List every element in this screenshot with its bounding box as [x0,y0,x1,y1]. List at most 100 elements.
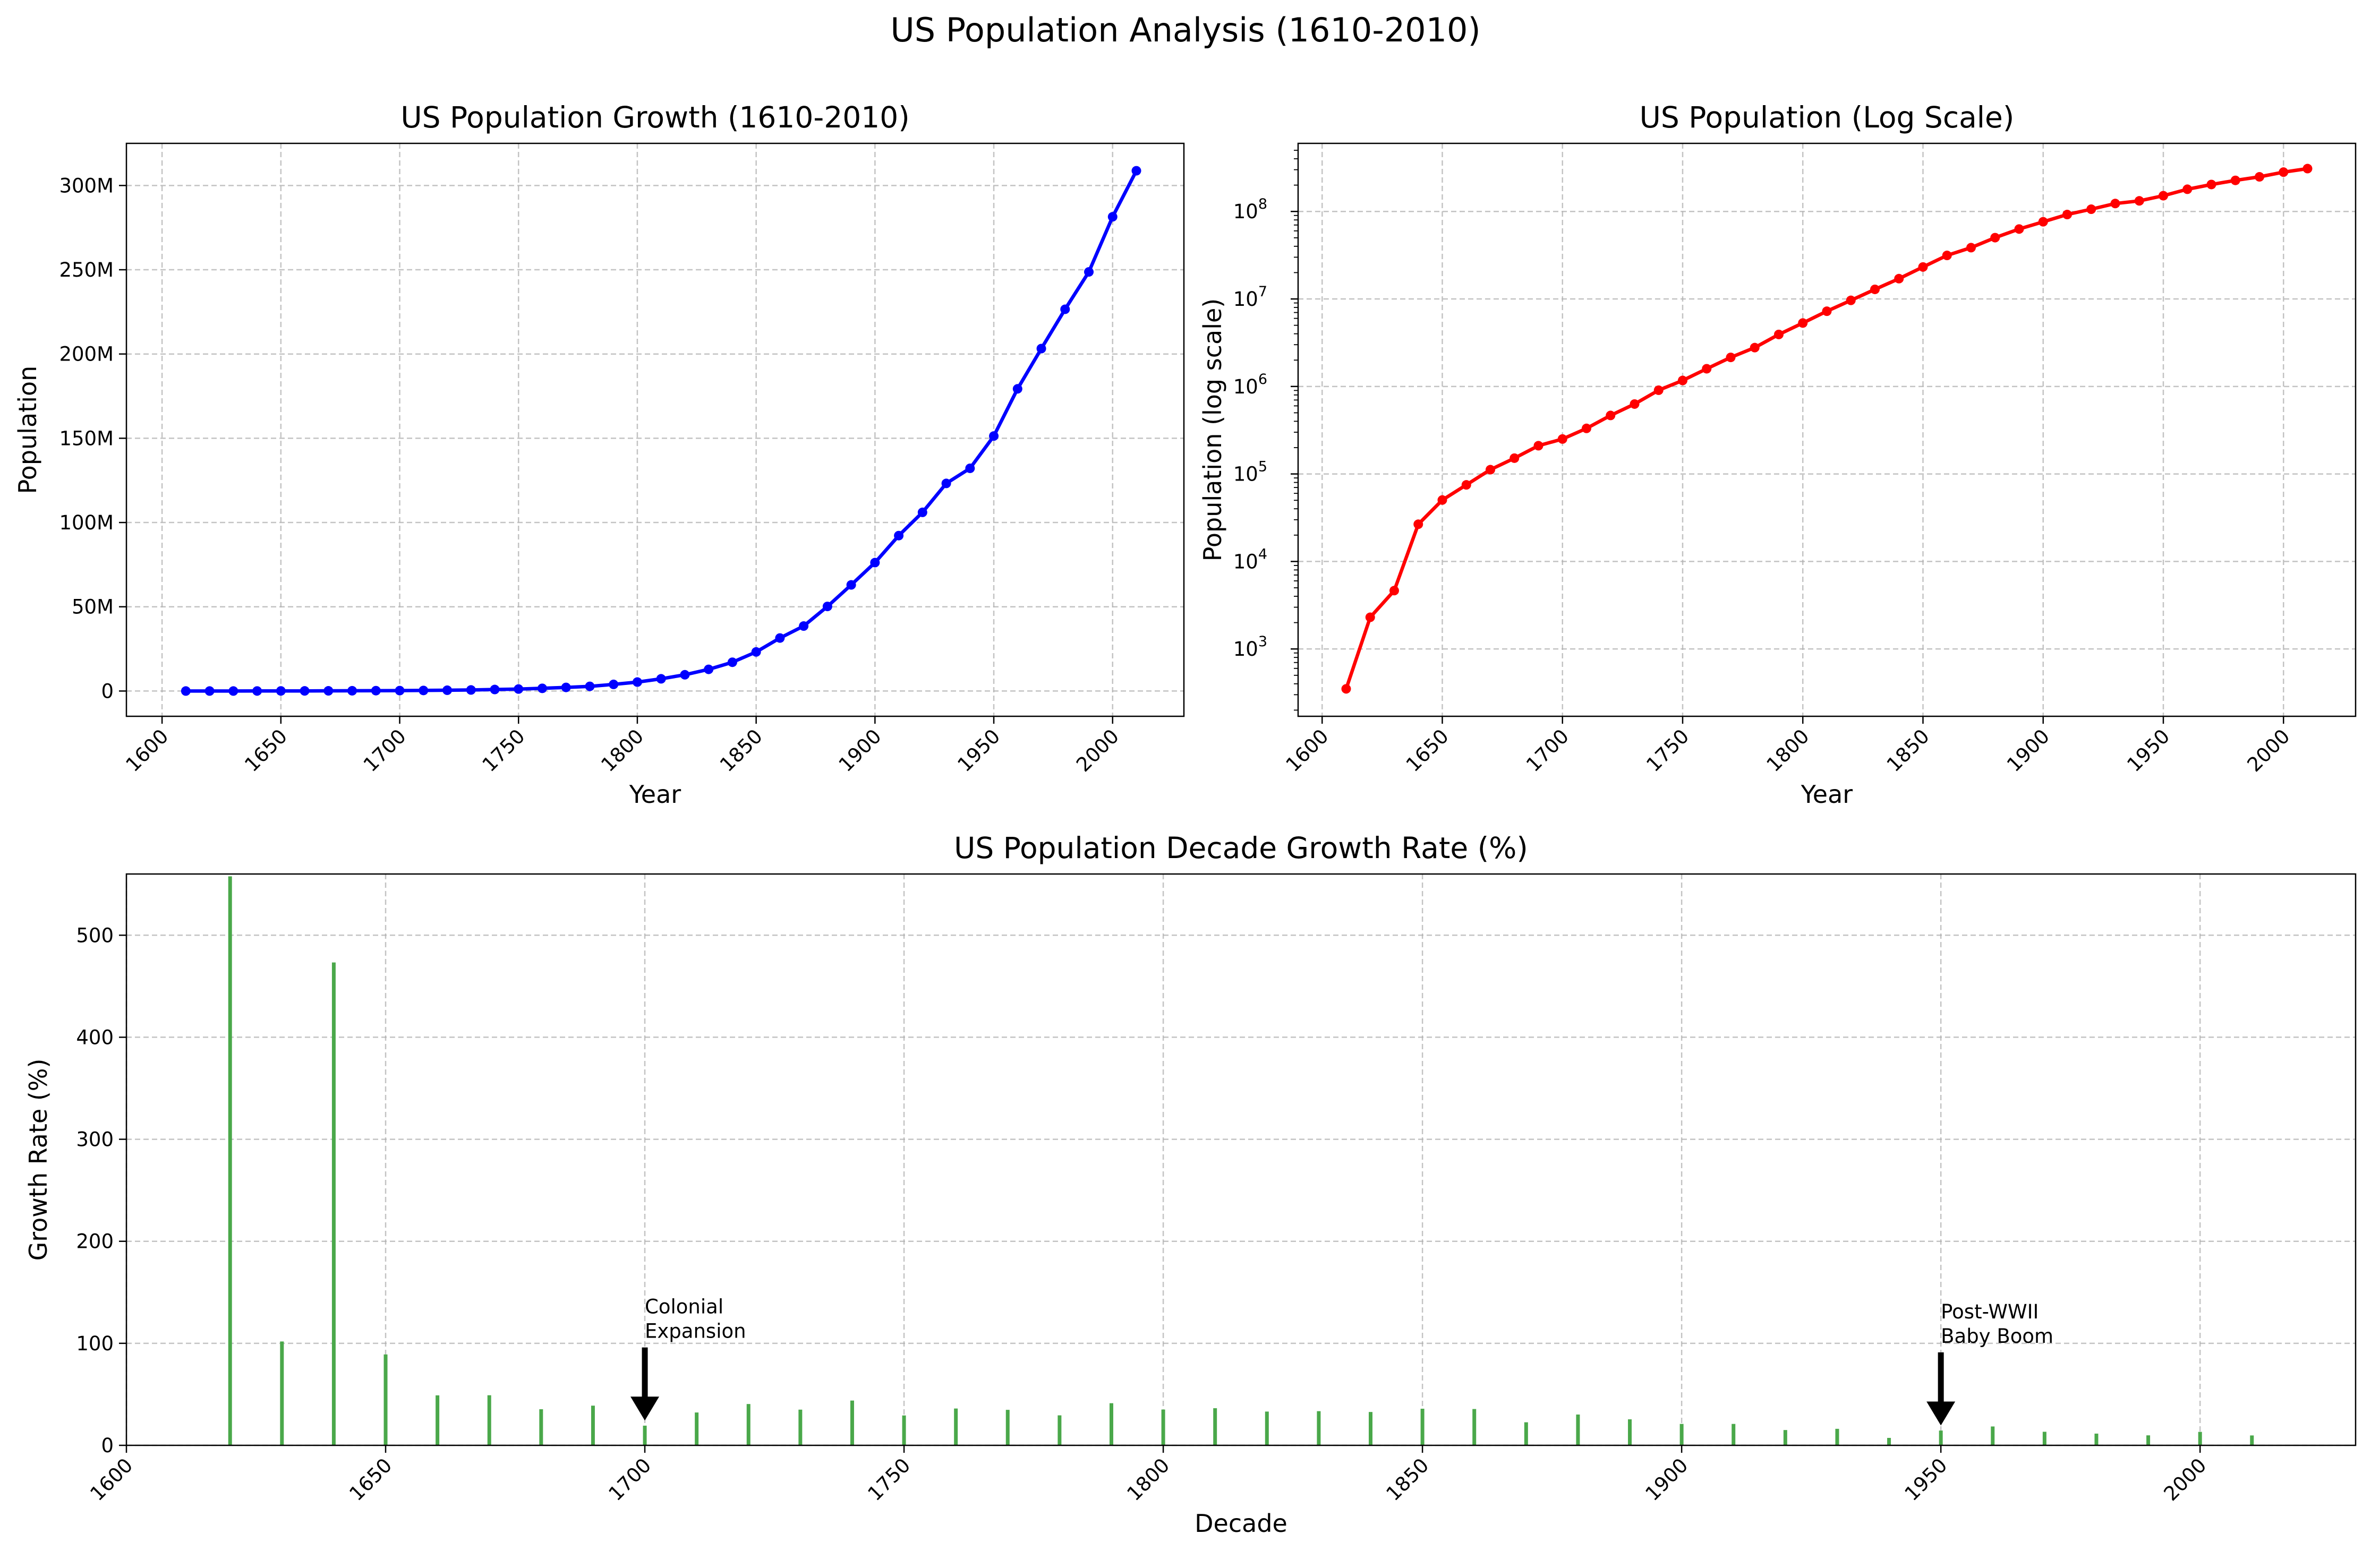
data-point [1131,166,1141,176]
bar [383,1354,388,1445]
grid [126,143,1184,716]
data-point [1012,384,1022,394]
bars [228,876,2254,1445]
data-point [2230,175,2240,185]
bar [850,1400,854,1445]
plot-frame [1297,142,2357,717]
data-point [1918,262,1928,272]
chart-population-log: 1600 1650 1700 1750 1800 1850 1900 1950 20001031… [1198,100,2357,809]
data-point [204,686,215,696]
x-axis-label: Decade [1195,1509,1287,1538]
x-tick-label: 1650 [1402,725,1453,776]
bar [539,1409,543,1445]
data-point [965,463,975,473]
x-ticks: 1600 1650 1700 1750 1800 1850 1900 1950 2000 [1282,716,2295,776]
data-point [1389,586,1399,596]
data-point [1486,465,1495,475]
annotation-arrow-head [1926,1401,1956,1426]
data-point [1533,441,1543,451]
data-point [1653,385,1664,395]
data-point [1606,410,1616,421]
x-tick-label: 1900 [1641,1454,1693,1505]
bar [1213,1408,1217,1445]
bar [695,1412,699,1445]
series-0 [1341,164,2313,694]
y-tick-exponent: 5 [1258,459,1267,475]
bar [2250,1435,2254,1445]
data-point [1060,304,1070,314]
bar [798,1409,803,1445]
bar [2198,1432,2202,1445]
y-axis-label: Growth Rate (%) [24,1059,53,1261]
data-point [1557,434,1567,444]
y-tick-label: 104 [1233,546,1267,573]
data-point [2086,204,2096,215]
x-tick-label: 1800 [1122,1454,1174,1505]
bar [1057,1415,1062,1445]
y-ticks: 0 100 200 300 400 500 [76,924,126,1457]
data-point [894,530,904,541]
y-tick-label: 0 [101,680,114,702]
y-tick-label: 105 [1233,459,1267,486]
data-point [1365,612,1375,622]
data-point [2110,199,2120,209]
y-tick-label: 107 [1233,284,1267,311]
data-point [276,686,286,696]
y-tick-label: 100 [76,1332,114,1355]
data-point [442,685,453,695]
data-point [371,686,381,696]
y-tick-label: 250M [59,259,114,281]
data-point [1870,284,1880,294]
y-tick-base: 10 [1233,638,1258,661]
x-tick-label: 1750 [478,725,530,776]
x-tick-label: 1750 [1642,725,1693,776]
x-tick-label: 1800 [596,725,648,776]
bar [1939,1430,1943,1445]
x-tick-label: 1950 [953,725,1004,776]
y-tick-label: 100M [59,511,114,534]
y-tick-label: 200M [59,343,114,366]
bar [1783,1430,1787,1445]
plot-frame [125,142,1185,717]
x-tick-label: 1750 [863,1454,915,1505]
x-tick-label: 1700 [359,725,411,776]
data-point [1990,233,2000,243]
x-tick-label: 2000 [1072,725,1123,776]
data-point [1702,364,1712,374]
data-point [680,670,690,680]
bar [228,876,232,1445]
y-tick-exponent: 7 [1258,284,1267,300]
chart-title: US Population (Log Scale) [1640,100,2015,134]
series-0 [181,166,1141,696]
y-ticks: 0 50M 100M 150M 200M 250M 300M [59,174,126,702]
y-axis-label: Population [13,366,42,494]
data-point [395,686,405,696]
figure-suptitle: US Population Analysis (1610-2010) [890,11,1480,49]
x-tick-label: 1900 [834,725,886,776]
bar [1317,1411,1321,1445]
data-point [870,558,880,568]
data-point [846,580,856,590]
bar [1109,1403,1113,1445]
data-point [2062,210,2072,220]
plot-frame [125,873,2357,1446]
x-tick-label: 1850 [1882,725,1934,776]
x-ticks: 1600 1650 1700 1750 1800 1850 1900 1950 2000 [86,1445,2211,1505]
chart-growth-rate: 1600 1650 1700 1750 1800 1850 1900 1950 2000 0 100… [24,831,2357,1538]
data-point [2014,224,2024,234]
bar [1524,1422,1528,1445]
data-point [704,664,714,674]
annotation-text-line-1: Colonial [645,1296,723,1318]
bar [1679,1424,1684,1445]
y-tick-base: 10 [1233,375,1258,398]
bar [331,962,336,1445]
bar [2042,1432,2046,1445]
data-point [2182,184,2193,194]
bar [1420,1409,1425,1445]
data-point [1630,399,1640,409]
x-tick-label: 2000 [2160,1454,2211,1505]
